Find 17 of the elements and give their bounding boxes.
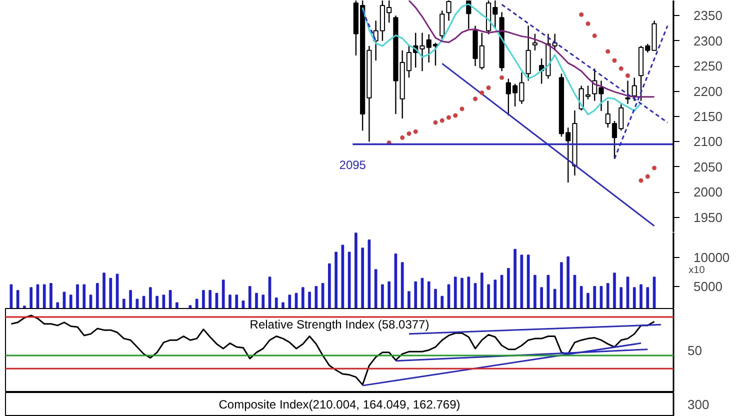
- text: Composite Index(210.004, 164.049, 162.769): [218, 398, 460, 412]
- y-tick-label: 2300: [694, 33, 722, 48]
- y-tick-label: 2250: [694, 58, 722, 74]
- ref-line-label: 2095: [339, 158, 366, 172]
- y-tick-label: 2050: [694, 159, 722, 174]
- text: 300: [688, 397, 710, 412]
- text: x10: [688, 265, 706, 276]
- y-tick-label: 2000: [694, 184, 722, 200]
- y-tick-label: 5000: [694, 278, 722, 294]
- y-tick-label: 10000: [694, 250, 730, 265]
- y-tick-label: 1950: [694, 210, 722, 225]
- y-tick-label: 2150: [694, 109, 722, 124]
- y-tick-label: 2350: [694, 8, 722, 24]
- text: 50: [688, 343, 702, 358]
- y-tick-label: 2100: [694, 134, 722, 150]
- chart-title: Relative Strength Index (58.0377): [250, 318, 430, 332]
- y-tick-label: 2200: [694, 84, 722, 99]
